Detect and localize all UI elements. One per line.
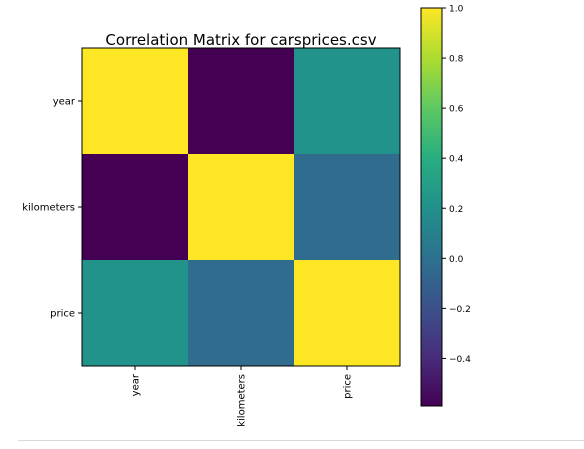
row-tick-label: year	[53, 97, 76, 108]
heatmap-cells	[82, 48, 401, 367]
column-tick-label: kilometers	[237, 374, 248, 427]
row-tick-labels: year kilometers price	[22, 97, 82, 320]
heatmap-cell-kilometers-price	[294, 154, 401, 261]
column-tick-label: price	[343, 374, 354, 399]
colorbar-tick-labels: −0.4 −0.2 0.0 0.2 0.4 0.6 0.8 1.0	[442, 5, 471, 365]
colorbar-tick-label: 0.6	[449, 105, 464, 115]
chart-title: Correlation Matrix for carsprices.csv	[105, 31, 376, 49]
heatmap-cell-price-price	[294, 260, 401, 367]
colorbar-tick-label: 0.2	[449, 205, 463, 215]
heatmap-cell-price-year	[82, 260, 189, 367]
cell-divider	[18, 440, 584, 441]
colorbar-tick-label: −0.4	[449, 355, 471, 365]
heatmap-cell-kilometers-kilometers	[188, 154, 295, 261]
colorbar-tick-label: 0.0	[449, 255, 464, 265]
colorbar	[420, 7, 443, 407]
heatmap-cell-kilometers-year	[82, 154, 189, 261]
column-tick-label: year	[131, 373, 142, 396]
heatmap-cell-price-kilometers	[188, 260, 295, 367]
colorbar-tick-label: −0.2	[449, 305, 471, 315]
heatmap-cell-year-year	[82, 48, 189, 155]
row-tick-label: kilometers	[22, 203, 75, 214]
row-tick-label: price	[50, 309, 75, 320]
colorbar-tick-label: 1.0	[449, 5, 464, 15]
colorbar-tick-label: 0.8	[449, 55, 464, 65]
colorbar-tick-label: 0.4	[449, 155, 464, 165]
heatmap-cell-year-price	[294, 48, 401, 155]
column-tick-labels: year kilometers price	[131, 366, 354, 427]
heatmap-cell-year-kilometers	[188, 48, 295, 155]
